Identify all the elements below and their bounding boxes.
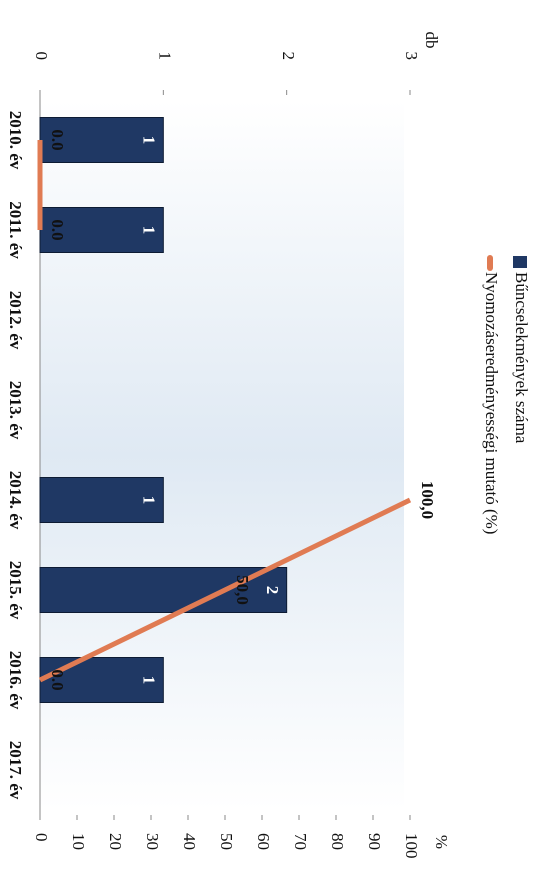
x-tick-label: 2016. év	[6, 651, 25, 710]
line-value-label: 0.0	[48, 669, 67, 690]
y2-tick-label: 100	[402, 833, 421, 859]
y-tick-label: 0	[32, 52, 51, 61]
background	[40, 100, 404, 810]
x-tick-label: 2015. év	[6, 561, 25, 620]
y2-tick-label: 60	[254, 833, 273, 850]
bar-value-label: 1	[139, 496, 158, 505]
y2-tick-label: 0	[32, 833, 51, 842]
line-value-label: 0.0	[48, 129, 67, 150]
y2-tick-label: 70	[291, 833, 310, 850]
y2-tick-label: 50	[217, 833, 236, 850]
y-axis-label: db	[422, 32, 441, 49]
bar	[39, 567, 288, 613]
x-tick-label: 2011. év	[6, 201, 25, 259]
legend-label: Bűncselekmények száma	[512, 272, 531, 444]
x-tick-label: 2014. év	[6, 471, 25, 530]
x-tick-label: 2012. év	[6, 291, 25, 350]
bar-value-label: 2	[263, 586, 282, 595]
x-tick-label: 2013. év	[6, 381, 25, 440]
y-tick-label: 2	[279, 52, 298, 61]
line-value-label: 0.0	[48, 219, 67, 240]
y2-tick-label: 80	[328, 833, 347, 850]
bar-value-label: 1	[139, 226, 158, 235]
y2-tick-label: 10	[69, 833, 88, 850]
x-tick-label: 2010. év	[6, 111, 25, 170]
y2-tick-label: 90	[365, 833, 384, 850]
line	[37, 140, 412, 683]
legend-swatch	[513, 256, 527, 268]
y2-tick-label: 40	[180, 833, 199, 850]
y2-tick-label: 20	[106, 833, 125, 850]
bar	[39, 477, 164, 523]
x-tick-label: 2017. év	[6, 741, 25, 800]
y2-axis-label: %	[432, 835, 451, 849]
bar-value-label: 1	[139, 136, 158, 145]
y-tick-label: 1	[155, 52, 174, 61]
line-value-label: 100,0	[418, 481, 437, 519]
y2-tick-label: 30	[143, 833, 162, 850]
line-value-label: 50,0	[233, 575, 252, 605]
bar-value-label: 1	[139, 676, 158, 685]
y-tick-label: 3	[402, 52, 421, 61]
legend-label: Nyomozáseredményességi mutató (%)	[482, 272, 501, 534]
